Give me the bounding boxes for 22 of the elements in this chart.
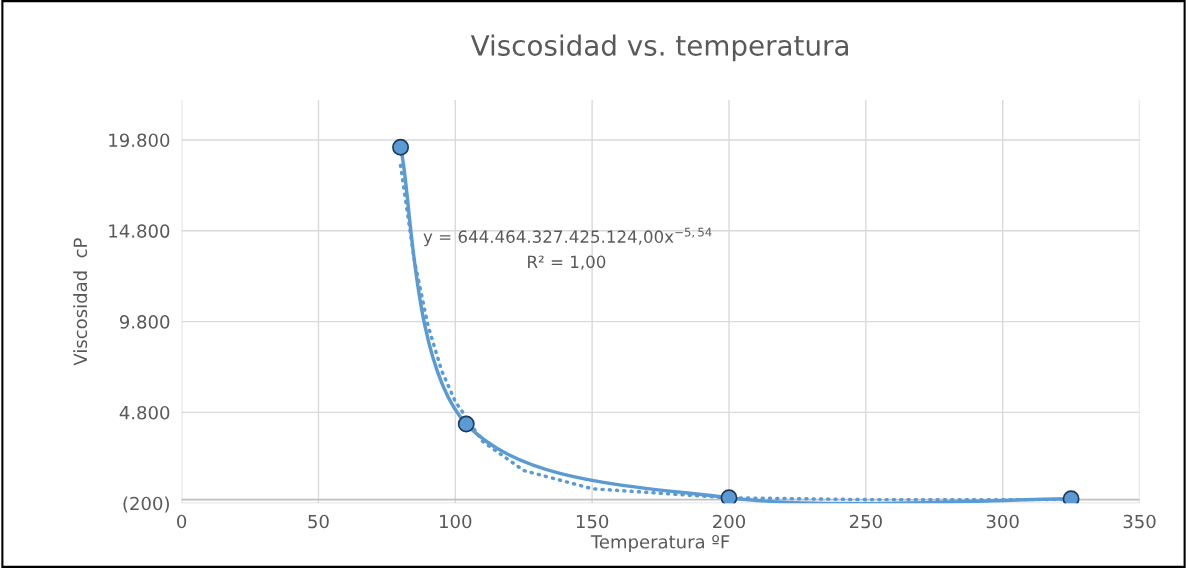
chart-title: Viscosidad vs. temperatura: [470, 34, 848, 62]
y-tick-label: (200): [123, 496, 169, 513]
point: [720, 489, 738, 504]
y-axis-title: Viscosidad cP: [73, 238, 88, 366]
point: [457, 415, 475, 433]
x-tick-label: 0: [177, 514, 187, 529]
x-axis-title: Temperatura ºF: [590, 534, 730, 553]
annotation: R² = 1,00: [528, 255, 606, 270]
y-tick-label: 9.800: [119, 315, 170, 329]
point: [1062, 490, 1080, 504]
y-tick-label: 4.800: [119, 405, 170, 420]
x-tick-label: 300: [986, 514, 1019, 529]
y-tick-label: 19.800: [109, 133, 170, 148]
y-tick-label: 14.800: [109, 224, 170, 238]
annotation: y = 644.464.327.425.124,00x$^{−5,54}$: [423, 227, 712, 247]
x-tick-label: 250: [849, 514, 882, 529]
x-tick-label: 350: [1123, 514, 1156, 529]
x-tick-label: 200: [713, 514, 746, 529]
x-tick-label: 150: [576, 514, 609, 529]
x-tick-label: 50: [308, 514, 329, 529]
point: [392, 138, 410, 156]
x-tick-label: 100: [440, 514, 472, 529]
